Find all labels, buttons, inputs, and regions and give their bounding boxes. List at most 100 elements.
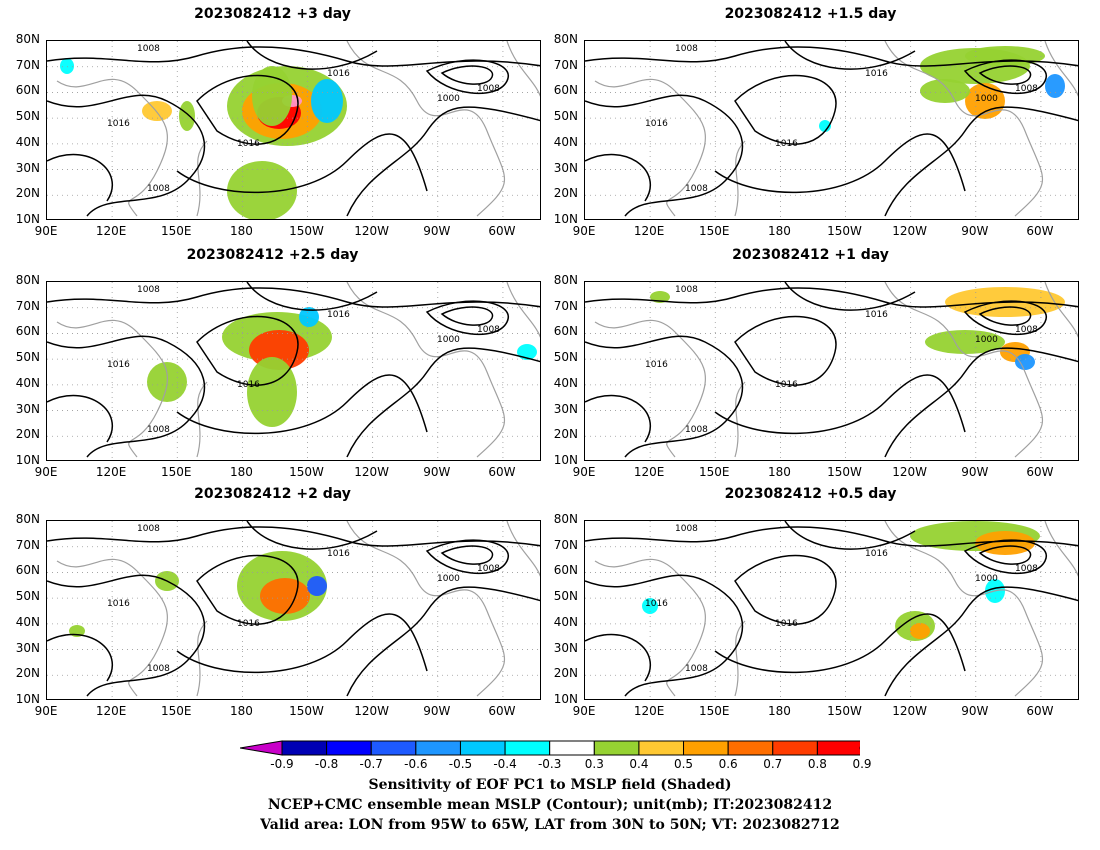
coastline	[56, 78, 168, 217]
lat-tick-label: 60N	[15, 324, 40, 339]
lon-tick-label: 90E	[572, 704, 596, 718]
contour-label: 1008	[675, 285, 698, 295]
colorbar-box	[772, 740, 818, 756]
lat-tick-label: 70N	[553, 537, 578, 552]
lon-tick-label: 90W	[423, 704, 451, 718]
mslp-contour	[47, 394, 114, 443]
lat-tick-label: 70N	[15, 57, 40, 72]
sensitivity-shading	[60, 58, 74, 74]
lat-tick-label: 10N	[15, 212, 40, 226]
mslp-contour	[246, 282, 378, 311]
lon-tick-label: 180	[767, 704, 791, 718]
lat-tick-label: 70N	[15, 298, 40, 313]
colorbar-tick-label: -0.6	[404, 757, 428, 771]
lat-tick-label: 80N	[553, 512, 578, 526]
contour-label: 1008	[685, 425, 708, 435]
contour-label: 1008	[147, 184, 170, 194]
coastline	[56, 558, 168, 697]
colorbar-box	[504, 740, 551, 756]
contour-label: 1008	[137, 285, 160, 295]
lon-tick-label: 150W	[827, 465, 862, 479]
contour-label: 1016	[327, 549, 350, 559]
mslp-contour	[585, 394, 652, 443]
lon-tick-label: 180	[229, 465, 253, 479]
lat-tick-label: 60N	[553, 83, 578, 98]
mslp-contour	[47, 153, 114, 202]
map-panel-5: 2023082412 +2 day 1008 1016 1016 1016 1000 10…	[0, 486, 545, 740]
lat-tick-label: 50N	[553, 109, 578, 124]
lat-tick-label: 10N	[553, 453, 578, 467]
contour-label: 1000	[437, 335, 460, 345]
lat-tick-label: 50N	[15, 350, 40, 365]
lon-tick-label: 120E	[633, 704, 665, 718]
mslp-contour	[884, 106, 1078, 217]
map-panel-3: 2023082412 +2.5 day 1008 1016 1016 1016 1000…	[0, 247, 545, 501]
lon-tick-label: 150E	[699, 465, 730, 479]
lat-tick-label: 70N	[15, 537, 40, 552]
lat-tick-label: 70N	[553, 298, 578, 313]
lat-tick-label: 30N	[553, 640, 578, 655]
lon-tick-label: 150E	[161, 224, 192, 238]
coastline	[1044, 521, 1078, 578]
lat-tick-label: 60N	[553, 324, 578, 339]
mslp-contour	[585, 633, 652, 682]
mslp-contour	[176, 374, 428, 435]
lon-tick-label: 90E	[34, 224, 58, 238]
contour-label: 1008	[675, 44, 698, 54]
mslp-contour	[47, 526, 540, 547]
lon-tick-label: 120W	[892, 704, 928, 718]
lon-tick-label: 90E	[34, 704, 58, 718]
coastline	[56, 319, 168, 458]
lon-tick-label: 90E	[34, 465, 58, 479]
footer-line-1: Sensitivity of EOF PC1 to MSLP field (Sh…	[368, 777, 732, 793]
mslp-contour	[585, 153, 652, 202]
sensitivity-shading	[1045, 74, 1065, 98]
mslp-contour	[176, 133, 428, 194]
lon-tick-label: 120E	[633, 465, 665, 479]
coastline	[884, 41, 1043, 217]
lat-tick-label: 40N	[15, 134, 40, 149]
lon-tick-label: 120E	[95, 465, 127, 479]
mslp-contour	[585, 94, 744, 217]
mslp-contour	[963, 300, 1048, 335]
mslp-contour	[47, 287, 540, 308]
map-frame: 1008 1016 1016 1016 1000 1008 1008	[46, 281, 541, 461]
colorbar-tick-label: -0.8	[314, 757, 339, 771]
coastline	[884, 521, 1043, 697]
lat-tick-label: 30N	[15, 160, 40, 175]
mslp-contour	[346, 347, 540, 458]
mslp-contour	[784, 282, 916, 311]
contour-label: 1000	[975, 335, 998, 345]
map-frame: 1008 1016 1016 1016 1000 1008 1008	[46, 520, 541, 700]
sensitivity-shading	[179, 101, 195, 131]
lon-tick-label: 150E	[699, 704, 730, 718]
lat-tick-label: 10N	[553, 692, 578, 706]
lat-tick-label: 50N	[553, 589, 578, 604]
footer-line-2: NCEP+CMC ensemble mean MSLP (Contour); u…	[267, 797, 833, 813]
lon-tick-label: 120W	[892, 224, 928, 238]
colorbar-box	[816, 740, 863, 756]
lon-tick-label: 180	[229, 224, 253, 238]
colorbar-box	[638, 740, 685, 756]
sensitivity-shading	[819, 120, 831, 132]
contour-label: 1016	[775, 619, 798, 629]
lat-tick-label: 60N	[553, 563, 578, 578]
colorbar-svg	[239, 740, 863, 756]
sensitivity-shading	[920, 79, 970, 103]
mslp-contour	[246, 41, 378, 70]
mslp-contour	[176, 613, 428, 674]
lat-tick-label: 20N	[15, 186, 40, 201]
lon-tick-label: 150W	[289, 704, 324, 718]
colorbar	[239, 740, 863, 756]
map-frame: 1008 1016 1016 1016 1000 1008 1008	[584, 40, 1079, 220]
sensitivity-shading	[1015, 354, 1035, 370]
lat-tick-label: 10N	[15, 692, 40, 706]
lon-tick-label: 120W	[354, 465, 390, 479]
coastline	[196, 620, 208, 697]
lon-tick-label: 120W	[892, 465, 928, 479]
mslp-contour	[196, 74, 299, 145]
contour-label: 1016	[327, 310, 350, 320]
contour-label: 1008	[147, 425, 170, 435]
lat-tick-label: 30N	[553, 401, 578, 416]
mslp-contour	[585, 526, 1078, 547]
